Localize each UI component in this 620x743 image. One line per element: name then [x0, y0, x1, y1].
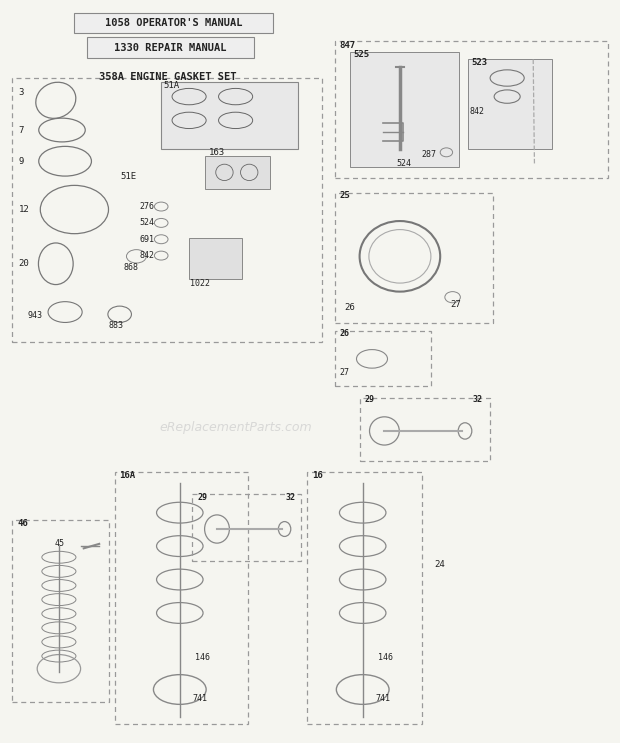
Text: 847: 847	[340, 41, 356, 50]
Bar	[12, 520, 108, 702]
Text: 842: 842	[140, 251, 154, 260]
Text: 523: 523	[471, 58, 487, 67]
Text: 943: 943	[28, 311, 43, 320]
Text: 32: 32	[472, 395, 482, 404]
Text: 691: 691	[140, 235, 154, 244]
Text: 883: 883	[108, 321, 123, 330]
Text: 741: 741	[192, 694, 207, 703]
Text: 32: 32	[285, 493, 295, 502]
Text: 29: 29	[197, 493, 207, 502]
Bar	[192, 494, 301, 561]
Text: 24: 24	[434, 560, 445, 569]
Text: 26: 26	[340, 329, 350, 338]
Text: 46: 46	[17, 519, 28, 528]
Text: 9: 9	[19, 157, 24, 166]
Text: 1022: 1022	[190, 279, 210, 288]
Text: 163: 163	[209, 148, 225, 157]
Text: 842: 842	[470, 107, 485, 116]
Bar	[468, 59, 552, 149]
Bar	[115, 472, 248, 724]
Bar	[161, 82, 298, 149]
Text: 1330 REPAIR MANUAL: 1330 REPAIR MANUAL	[114, 42, 227, 53]
Bar	[360, 398, 490, 461]
Text: 276: 276	[140, 202, 154, 211]
Text: 868: 868	[124, 263, 139, 272]
Text: 29: 29	[365, 395, 374, 404]
Text: 16A: 16A	[119, 471, 135, 480]
Text: 524: 524	[397, 159, 412, 168]
Bar	[335, 193, 493, 323]
Bar	[87, 37, 254, 58]
Text: 25: 25	[340, 191, 350, 200]
Text: 27: 27	[450, 300, 461, 309]
Bar	[205, 156, 270, 189]
Bar	[307, 472, 422, 724]
Bar	[335, 41, 608, 178]
Text: 525: 525	[353, 51, 370, 59]
Text: 146: 146	[195, 653, 210, 662]
Bar	[350, 52, 459, 167]
Text: 7: 7	[19, 126, 24, 134]
Bar	[12, 78, 322, 342]
Text: 524: 524	[140, 218, 154, 227]
Text: 45: 45	[55, 539, 64, 548]
Bar	[335, 331, 431, 386]
Text: eReplacementParts.com: eReplacementParts.com	[159, 421, 312, 434]
Text: 20: 20	[19, 259, 29, 268]
Text: 51A: 51A	[163, 81, 179, 90]
Text: 287: 287	[422, 150, 436, 159]
Text: 741: 741	[375, 694, 390, 703]
Text: 26: 26	[344, 303, 355, 312]
Text: 27: 27	[340, 369, 350, 377]
Text: 146: 146	[378, 653, 393, 662]
Text: 12: 12	[19, 205, 29, 214]
Text: 3: 3	[19, 88, 24, 97]
Bar	[74, 13, 273, 33]
Text: 51E: 51E	[121, 172, 137, 181]
Bar	[189, 238, 242, 279]
Text: 1058 OPERATOR'S MANUAL: 1058 OPERATOR'S MANUAL	[105, 18, 242, 28]
Text: 16: 16	[312, 471, 322, 480]
Text: 358A ENGINE GASKET SET: 358A ENGINE GASKET SET	[99, 73, 236, 82]
